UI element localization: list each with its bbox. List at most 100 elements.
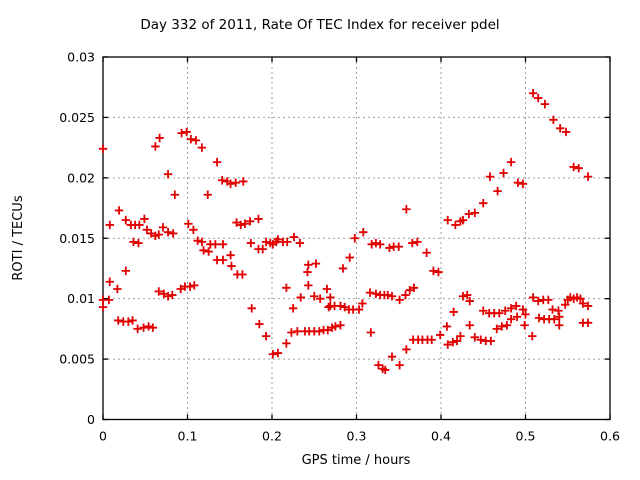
- data-point-marker: [470, 208, 479, 218]
- data-point-marker: [395, 295, 404, 305]
- data-point-marker: [544, 295, 553, 305]
- data-point-marker: [154, 230, 163, 239]
- data-point-marker: [485, 172, 495, 181]
- data-point-marker: [197, 237, 207, 247]
- data-point-marker: [583, 301, 593, 311]
- data-point-marker: [268, 350, 278, 359]
- data-point-marker: [163, 170, 173, 179]
- data-point-marker: [435, 330, 445, 340]
- data-point-marker: [520, 321, 529, 330]
- data-point-marker: [465, 321, 474, 330]
- data-point-marker: [104, 295, 114, 305]
- data-point-marker: [176, 284, 185, 294]
- data-point-marker: [358, 299, 367, 308]
- y-tick-label: 0.03: [67, 50, 95, 65]
- data-point-marker: [502, 321, 512, 330]
- data-point-marker: [458, 292, 468, 301]
- data-point-marker: [371, 238, 381, 248]
- data-point-marker: [139, 323, 148, 332]
- data-point-marker: [561, 127, 571, 137]
- data-point-marker: [550, 315, 559, 324]
- data-point-marker: [191, 136, 201, 145]
- data-point-marker: [506, 304, 516, 313]
- data-point-marker: [114, 206, 124, 215]
- y-tick-label: 0.015: [59, 231, 95, 246]
- data-point-marker: [506, 315, 516, 324]
- data-point-marker: [134, 238, 143, 248]
- data-point-marker: [345, 253, 354, 262]
- data-points: [98, 89, 593, 375]
- data-point-marker: [336, 321, 345, 330]
- data-point-marker: [261, 331, 271, 341]
- data-point-marker: [528, 89, 538, 98]
- data-point-marker: [121, 266, 131, 276]
- data-point-marker: [311, 259, 321, 268]
- data-point-marker: [197, 143, 207, 152]
- data-point-marker: [583, 172, 593, 181]
- data-point-marker: [226, 179, 235, 189]
- data-point-marker: [385, 243, 394, 253]
- data-point-marker: [159, 289, 169, 299]
- data-point-marker: [366, 328, 376, 337]
- data-point-marker: [549, 115, 558, 125]
- data-point-marker: [282, 283, 291, 292]
- data-point-marker: [193, 236, 202, 245]
- data-point-marker: [140, 214, 149, 224]
- data-point-marker: [247, 304, 256, 313]
- tick-labels: 0 0.1 0.2 0.3 0.4 0.5 0.6 0 0.005 0.01 0.015 0.02 0.…: [59, 50, 620, 444]
- data-point-marker: [295, 238, 305, 248]
- data-point-marker: [163, 292, 173, 301]
- data-point-marker: [561, 300, 570, 309]
- data-point-marker: [401, 290, 410, 300]
- data-point-marker: [371, 289, 381, 299]
- data-point-marker: [232, 218, 241, 227]
- y-tick-label: 0.02: [67, 170, 95, 185]
- data-point-marker: [576, 294, 585, 303]
- data-point-marker: [555, 124, 565, 133]
- data-point-marker: [367, 240, 376, 249]
- data-point-marker: [495, 308, 504, 318]
- data-point-marker: [497, 322, 507, 331]
- data-point-marker: [387, 352, 397, 361]
- data-point-marker: [331, 322, 340, 331]
- data-point-marker: [212, 157, 222, 167]
- data-point-marker: [533, 296, 543, 306]
- x-tick-label: 0.1: [178, 429, 198, 444]
- x-tick-label: 0.5: [516, 429, 536, 444]
- data-point-marker: [555, 321, 564, 330]
- data-point-marker: [470, 333, 479, 342]
- data-point-marker: [135, 220, 144, 230]
- data-point-marker: [323, 325, 332, 335]
- data-point-marker: [239, 177, 248, 186]
- data-point-marker: [394, 242, 403, 251]
- data-point-marker: [443, 340, 452, 349]
- data-point-marker: [499, 168, 508, 178]
- data-point-marker: [217, 176, 227, 185]
- y-axis-label: ROTI / TECUs: [11, 195, 26, 280]
- data-point-marker: [114, 316, 123, 325]
- data-point-marker: [540, 99, 550, 109]
- data-point-marker: [288, 304, 298, 313]
- data-point-marker: [315, 327, 324, 336]
- data-point-marker: [354, 305, 364, 314]
- data-point-marker: [98, 144, 108, 154]
- data-point-marker: [168, 290, 177, 300]
- data-point-marker: [128, 316, 137, 325]
- data-point-marker: [464, 209, 474, 219]
- data-point-marker: [231, 178, 240, 187]
- data-point-marker: [124, 317, 133, 326]
- data-point-marker: [293, 327, 302, 336]
- x-tick-label: 0.3: [347, 429, 367, 444]
- data-point-marker: [486, 336, 496, 346]
- data-point-marker: [409, 283, 419, 292]
- data-point-marker: [129, 237, 138, 247]
- data-point-marker: [226, 250, 235, 260]
- data-point-marker: [338, 264, 348, 273]
- data-point-marker: [148, 323, 158, 332]
- data-point-marker: [326, 293, 335, 302]
- data-point-marker: [254, 214, 263, 224]
- data-point-marker: [533, 93, 543, 103]
- data-point-marker: [155, 133, 164, 143]
- data-point-marker: [458, 215, 468, 225]
